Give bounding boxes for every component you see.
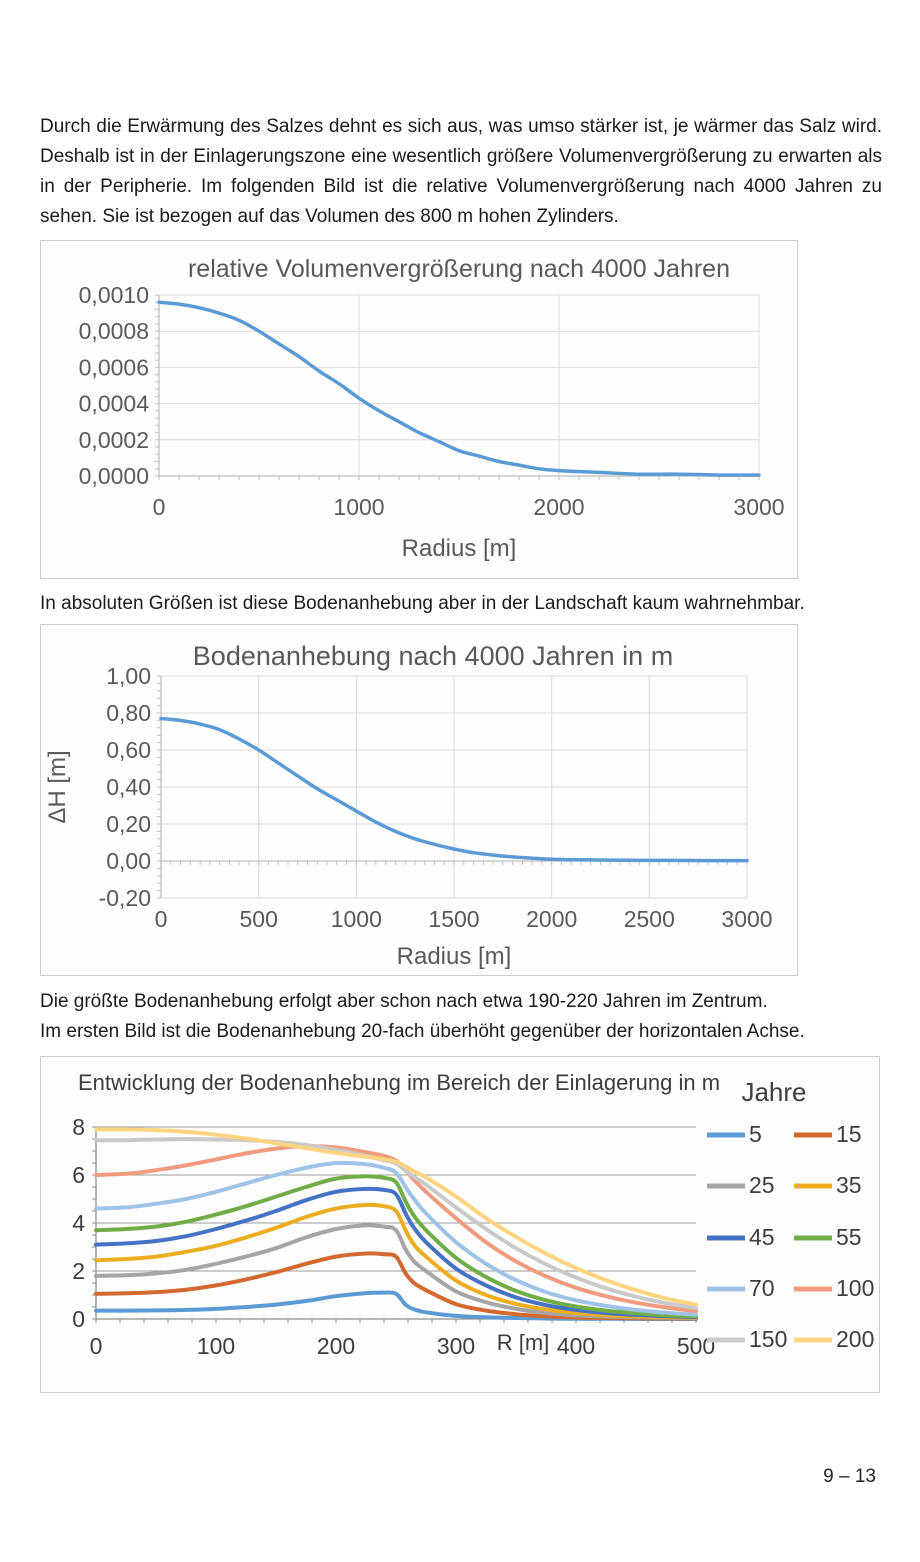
legend-label-15: 15: [836, 1121, 862, 1147]
series-line-25: [94, 1223, 698, 1320]
x-tick-label: 100: [197, 1333, 235, 1359]
x-tick-label: 2000: [533, 494, 584, 520]
legend-label-100: 100: [836, 1275, 874, 1301]
y-tick-label: 0,60: [106, 737, 151, 763]
legend-label-45: 45: [749, 1224, 775, 1250]
paragraph-groesste-bodenanhebung: Die größte Bodenanhebung erfolgt aber sc…: [40, 987, 882, 1047]
series-line-35: [94, 1202, 698, 1320]
paragraph-line-1: Die größte Bodenanhebung erfolgt aber sc…: [40, 991, 768, 1012]
x-tick-label: 1500: [428, 906, 479, 932]
series-line-150: [94, 1136, 698, 1310]
y-axis-title: ΔH [m]: [44, 750, 71, 823]
y-tick-label: 2: [72, 1258, 85, 1284]
chart-relative-volumenvergroesserung: 0,0010 0,0008 0,0006 0,0004 0,0002 0,0000 0 100…: [40, 240, 798, 579]
x-tick-label: 400: [557, 1333, 595, 1359]
y-tick-label: 0,00: [106, 848, 151, 874]
legend-label-200: 200: [836, 1326, 874, 1352]
paragraph-intro: Durch die Erwärmung des Salzes dehnt es …: [40, 116, 882, 227]
y-tick-label: 0,40: [106, 774, 151, 800]
y-tick-label: 0,20: [106, 811, 151, 837]
x-axis-title: Radius [m]: [397, 943, 512, 970]
y-tick-label: 4: [72, 1210, 85, 1236]
series-line-Bodenanhebung: [159, 716, 749, 863]
x-tick-label: 300: [437, 1333, 475, 1359]
x-tick-label: 1000: [333, 494, 384, 520]
x-tick-label: 3000: [721, 906, 772, 932]
series-line-relative Volumenvergrößerung: [157, 300, 761, 477]
chart-title: Entwicklung der Bodenanhebung im Bereich…: [78, 1070, 720, 1095]
series-line-200: [94, 1127, 698, 1307]
x-tick-label: 0: [155, 906, 168, 932]
x-tick-label: 0: [90, 1333, 103, 1359]
y-tick-label: 0: [72, 1306, 85, 1332]
series-line-15: [94, 1251, 698, 1321]
x-tick-label: 500: [240, 906, 278, 932]
chart-title: Bodenanhebung nach 4000 Jahren in m: [193, 641, 673, 671]
legend-title: Jahre: [741, 1077, 806, 1107]
chart-bodenanhebung-4000-svg: 1,00 0,80 0,60 0,40 0,20 0,00 -0,200 500 1000 150…: [44, 641, 773, 970]
legend-label-55: 55: [836, 1224, 862, 1250]
y-tick-label: 6: [72, 1162, 85, 1188]
legend-label-5: 5: [749, 1121, 762, 1147]
chart-entwicklung-bodenanhebung: 0 2 4 6 8 0 100 200 300 400 500 Entwicklung der Bod…: [40, 1056, 880, 1393]
y-tick-label: 0,0000: [79, 463, 149, 489]
series-line-70: [94, 1160, 698, 1317]
x-axis-title: Radius [m]: [402, 535, 517, 562]
x-tick-label: 1000: [331, 906, 382, 932]
x-tick-label: 3000: [733, 494, 784, 520]
page-number: 9 – 13: [823, 1466, 876, 1487]
x-axis-title: R [m]: [497, 1330, 550, 1355]
page-content: Durch die Erwärmung des Salzes dehnt es …: [40, 112, 882, 1393]
chart-bodenanhebung-4000: 1,00 0,80 0,60 0,40 0,20 0,00 -0,20 0 500 1000 150…: [40, 624, 798, 976]
y-tick-label: 0,0004: [79, 391, 150, 417]
legend-label-70: 70: [749, 1275, 775, 1301]
x-tick-label: 200: [317, 1333, 355, 1359]
x-tick-label: 2500: [624, 906, 675, 932]
series-line-55: [94, 1174, 698, 1319]
paragraph-absolute-groessen: In absoluten Größen ist diese Bodenanheb…: [40, 593, 805, 614]
y-tick-label: 8: [72, 1114, 85, 1140]
y-tick-label: 1,00: [106, 663, 151, 689]
y-tick-label: 0,0002: [79, 427, 149, 453]
y-tick-label: -0,20: [99, 885, 151, 911]
legend-label-25: 25: [749, 1172, 775, 1198]
y-tick-label: 0,0006: [79, 354, 149, 380]
series-line-45: [94, 1186, 698, 1320]
y-tick-label: 0,0008: [79, 318, 149, 344]
x-tick-label: 500: [677, 1333, 715, 1359]
legend-label-150: 150: [749, 1326, 787, 1352]
x-tick-label: 2000: [526, 906, 577, 932]
legend-label-35: 35: [836, 1172, 862, 1198]
chart-entwicklung-bodenanhebung-svg: 0 2 4 6 8 0 100 200 300 400 500 Entwicklung der Bod…: [72, 1070, 874, 1359]
y-tick-label: 0,0010: [79, 282, 149, 308]
paragraph-line-2: Im ersten Bild ist die Bodenanhebung 20-…: [40, 1021, 805, 1042]
y-tick-label: 0,80: [106, 700, 151, 726]
chart-title: relative Volumenvergrößerung nach 4000 J…: [188, 255, 730, 283]
x-tick-label: 0: [153, 494, 166, 520]
